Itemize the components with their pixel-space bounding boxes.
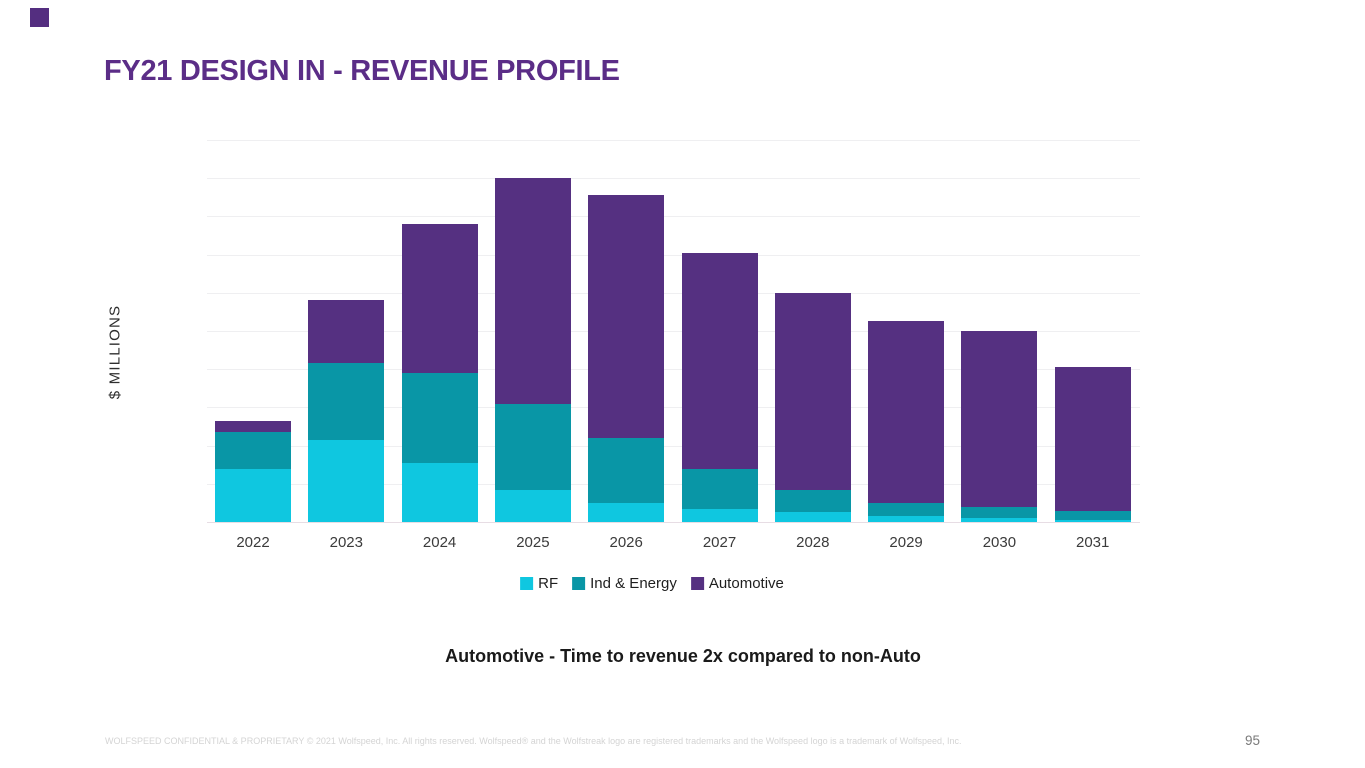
page-title: FY21 DESIGN IN - REVENUE PROFILE <box>104 55 620 87</box>
bar-segment-2022-automotive <box>215 420 291 433</box>
x-tick-label-2026: 2026 <box>609 534 643 551</box>
bar-segment-2030-automotive <box>961 331 1038 507</box>
bar-segment-2029-ind-energy <box>868 502 945 517</box>
bar-segment-2027-automotive <box>681 252 758 469</box>
gridline <box>207 369 1140 371</box>
bar-segment-2022-ind-energy <box>215 432 291 469</box>
bar-segment-2026-rf <box>588 502 665 522</box>
legend-label-rf: RF <box>538 575 559 592</box>
x-tick-label-2028: 2028 <box>796 534 830 551</box>
x-tick-label-2022: 2022 <box>236 534 270 551</box>
bar-segment-2030-ind-energy <box>961 506 1038 519</box>
bar-segment-2029-automotive <box>868 321 945 503</box>
bar-segment-2022-rf <box>215 468 291 522</box>
x-axis-line <box>207 522 1140 523</box>
gridline <box>207 483 1140 485</box>
bar-segment-2024-rf <box>401 462 478 522</box>
y-axis-label: $ MILLIONS <box>106 304 124 400</box>
bar-segment-2028-rf <box>774 512 851 522</box>
legend-item-ind-energy: Ind & Energy <box>572 575 677 592</box>
bar-segment-2029-rf <box>868 516 945 522</box>
bar-segment-2026-automotive <box>588 195 665 438</box>
legend-swatch-automotive <box>690 577 704 590</box>
x-tick-label-2027: 2027 <box>702 534 737 551</box>
bar-segment-2024-automotive <box>401 224 478 374</box>
bar-segment-2023-ind-energy <box>308 363 385 440</box>
page-number: 95 <box>1245 733 1261 748</box>
bar-segment-2031-rf <box>1054 520 1131 522</box>
x-tick-label-2023: 2023 <box>329 534 363 551</box>
legend-swatch-ind-energy <box>572 577 586 590</box>
gridline <box>207 292 1140 294</box>
gridline <box>207 254 1140 256</box>
bar-segment-2024-ind-energy <box>401 373 478 463</box>
bar-segment-2031-automotive <box>1054 367 1131 511</box>
bar-segment-2030-rf <box>961 518 1038 522</box>
x-tick-label-2024: 2024 <box>422 534 457 551</box>
gridline <box>207 178 1140 180</box>
bar-segment-2025-ind-energy <box>494 403 571 490</box>
x-tick-label-2031: 2031 <box>1076 534 1110 551</box>
x-axis-labels: 2022 2023 2024 2025 2026 2027 2028 2029 2030 2031 <box>207 534 1140 554</box>
legend-label-automotive: Automotive <box>708 575 784 592</box>
chart-legend: RF Ind & Energy Automotive <box>520 575 784 592</box>
gridline <box>207 216 1140 218</box>
bar-segment-2027-rf <box>681 508 758 522</box>
bar-segment-2028-ind-energy <box>774 489 851 513</box>
x-tick-label-2029: 2029 <box>889 534 923 551</box>
legend-item-automotive: Automotive <box>690 575 784 592</box>
gridline <box>207 445 1140 447</box>
chart-caption: Automotive - Time to revenue 2x compared… <box>445 646 921 666</box>
gridline <box>207 140 1140 141</box>
gridline <box>207 407 1140 409</box>
legend-swatch-rf <box>520 577 534 590</box>
bar-segment-2031-ind-energy <box>1054 510 1131 521</box>
confidentiality-footer: WOLFSPEED CONFIDENTIAL & PROPRIETARY © 2… <box>105 736 962 746</box>
bar-segment-2028-automotive <box>774 292 851 490</box>
legend-item-rf: RF <box>520 575 558 592</box>
bar-segment-2027-ind-energy <box>681 468 758 509</box>
bar-segment-2025-rf <box>494 489 571 522</box>
slide-marker-square <box>30 8 49 27</box>
legend-label-ind-energy: Ind & Energy <box>590 575 677 592</box>
bar-segment-2025-automotive <box>494 178 571 404</box>
x-tick-label-2030: 2030 <box>982 534 1017 551</box>
chart-plot-area <box>207 140 1140 523</box>
x-tick-label-2025: 2025 <box>516 534 550 551</box>
gridline <box>207 331 1140 332</box>
bar-segment-2026-ind-energy <box>588 437 665 503</box>
bar-segment-2023-rf <box>308 439 385 522</box>
bar-segment-2023-automotive <box>308 300 385 364</box>
